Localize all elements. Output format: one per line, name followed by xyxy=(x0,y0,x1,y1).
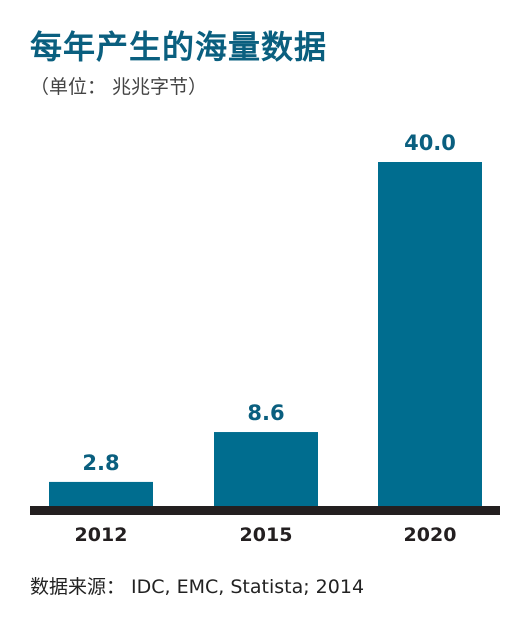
bar-2020 xyxy=(378,162,482,506)
x-tick-label-2015: 2015 xyxy=(240,524,293,546)
bar-2012 xyxy=(49,481,153,506)
x-tick-label-2012: 2012 xyxy=(75,524,128,546)
bars-group xyxy=(49,162,482,506)
bar-chart: 2.8 8.6 40.0 2012 2015 2020 xyxy=(30,131,500,546)
source-note: 数据来源： IDC, EMC, Statista; 2014 xyxy=(30,576,365,598)
value-label-2015: 8.6 xyxy=(247,401,284,425)
x-axis-baseline xyxy=(30,506,500,515)
bar-2015 xyxy=(214,432,318,506)
x-tick-labels-group: 2012 2015 2020 xyxy=(75,524,457,546)
value-labels-group: 2.8 8.6 40.0 xyxy=(82,131,456,475)
chart-title: 每年产生的海量数据 xyxy=(30,28,328,66)
value-label-2020: 40.0 xyxy=(404,131,456,155)
x-tick-label-2020: 2020 xyxy=(404,524,457,546)
chart-subtitle: （单位： 兆兆字节） xyxy=(30,76,208,98)
value-label-2012: 2.8 xyxy=(82,451,119,475)
